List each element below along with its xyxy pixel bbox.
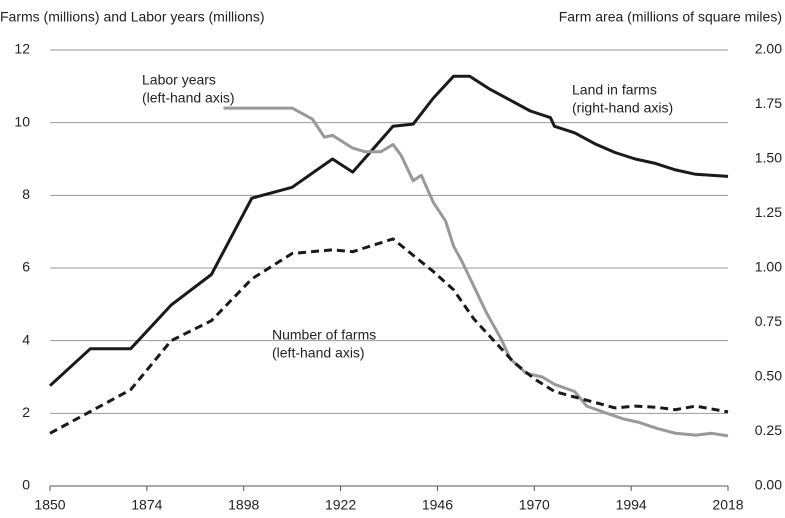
y-tick-label: 12 [14, 41, 30, 57]
y2-tick-label: 0.50 [755, 368, 782, 384]
y-tick-label: 0 [22, 477, 30, 493]
y2-tick-label: 1.50 [755, 150, 782, 166]
x-tick-label: 1994 [616, 497, 647, 513]
y-tick-label: 8 [22, 186, 30, 202]
y2-axis-label: Farm area (millions of square miles) [559, 9, 782, 25]
annotation: Labor years [142, 72, 216, 88]
y2-tick-label: 0.25 [755, 422, 782, 438]
series-line [223, 106, 729, 438]
x-tick-label: 1946 [422, 497, 453, 513]
y-tick-label: 4 [22, 331, 30, 347]
y2-tick-label: 2.00 [755, 41, 782, 57]
y-tick-label: 2 [22, 404, 30, 420]
y2-tick-label: 1.25 [755, 204, 782, 220]
y-axis-label: Farms (millions) and Labor years (millio… [0, 9, 265, 25]
y-tick-label: 10 [14, 113, 30, 129]
series-line [48, 74, 729, 387]
series-line [49, 237, 729, 435]
annotation: (right-hand axis) [572, 100, 673, 116]
y2-tick-label: 0.00 [755, 477, 782, 493]
x-tick-label: 1874 [131, 497, 162, 513]
x-tick-label: 1970 [519, 497, 550, 513]
y2-tick-label: 1.75 [755, 95, 782, 111]
annotation: (left-hand axis) [142, 90, 235, 106]
x-tick-label: 1898 [228, 497, 259, 513]
y-tick-label: 6 [22, 259, 30, 275]
x-tick-label: 1922 [325, 497, 356, 513]
x-tick-label: 2018 [712, 497, 743, 513]
annotation: Number of farms [272, 327, 376, 343]
annotation: Land in farms [572, 82, 657, 98]
y2-tick-label: 1.00 [755, 259, 782, 275]
annotation: (left-hand axis) [272, 345, 365, 361]
x-tick-label: 1850 [34, 497, 65, 513]
y2-tick-label: 0.75 [755, 313, 782, 329]
